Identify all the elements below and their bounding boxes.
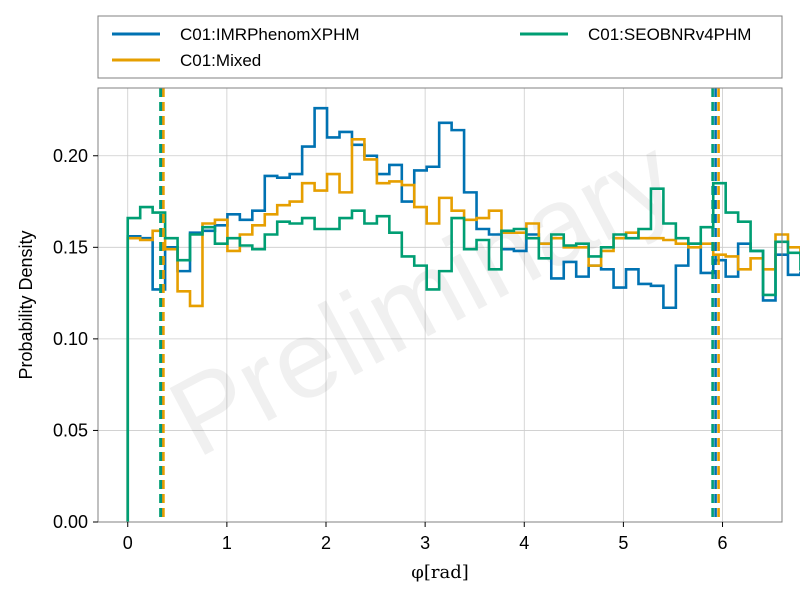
x-tick-label: 6	[718, 533, 728, 553]
series-layer	[126, 106, 800, 522]
y-tick-label: 0.00	[53, 512, 88, 532]
x-axis-label: φ[rad]	[411, 562, 469, 583]
quantile-lines	[159, 88, 720, 522]
x-tick-label: 2	[321, 533, 331, 553]
watermark-text: Preliminary	[151, 113, 694, 480]
legend-label-imrphenom: C01:IMRPhenomXPHM	[180, 25, 360, 44]
y-tick-label: 0.15	[53, 237, 88, 257]
legend-frame	[97, 15, 783, 79]
plot-frame	[97, 87, 783, 523]
histogram-series-1	[126, 137, 800, 522]
x-tick-label: 1	[222, 533, 232, 553]
x-tick-label: 4	[519, 533, 529, 553]
legend-label-mixed: C01:Mixed	[180, 51, 261, 70]
x-tick-label: 0	[123, 533, 133, 553]
y-tick-label: 0.05	[53, 420, 88, 440]
watermark: Preliminary	[151, 113, 694, 480]
y-tick-label: 0.20	[53, 146, 88, 166]
legend: C01:IMRPhenomXPHM C01:Mixed C01:SEOBNRv4…	[97, 15, 783, 79]
grid	[98, 88, 782, 523]
x-tick-label: 5	[618, 533, 628, 553]
y-axis-label: Probability Density	[16, 230, 36, 379]
legend-label-seobnr: C01:SEOBNRv4PHM	[588, 25, 751, 44]
axis-ticks: 0 1 2 3 4 5 6 0.00 0.05 0.10 0.15 0.20	[53, 146, 728, 553]
histogram-series-2	[126, 181, 800, 522]
y-tick-label: 0.10	[53, 329, 88, 349]
x-tick-label: 3	[420, 533, 430, 553]
